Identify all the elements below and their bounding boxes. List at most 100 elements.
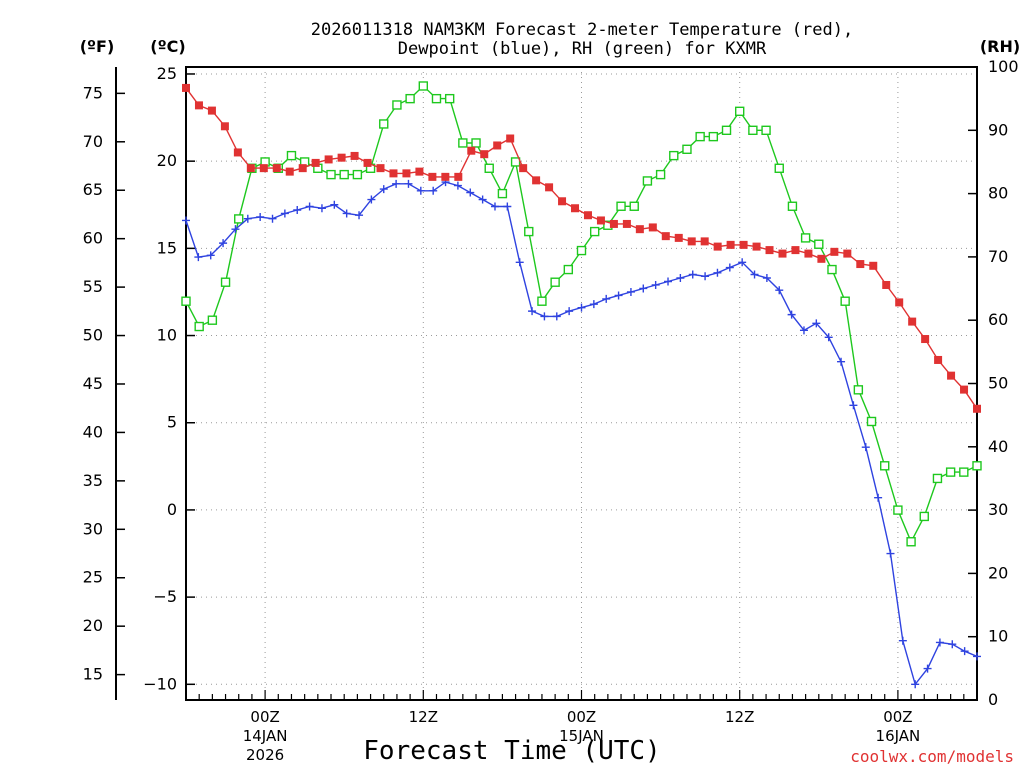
credit-link[interactable]: coolwx.com/models <box>850 747 1014 766</box>
dewpoint-point <box>182 216 190 225</box>
rh-point <box>787 201 798 211</box>
fahrenheit-tick-label: 55 <box>83 277 103 296</box>
celsius-tick-label: 10 <box>157 326 177 345</box>
temperature-point <box>869 261 878 270</box>
temperature-point <box>791 246 800 255</box>
x-axis-title: Forecast Time (UTC) <box>363 736 660 766</box>
rh-point <box>220 277 231 287</box>
x-tick-label: 00Z <box>567 708 596 726</box>
rh-axis-label: (RH) <box>980 37 1020 56</box>
rh-point <box>234 214 244 224</box>
temperature-point <box>648 223 657 232</box>
fahrenheit-tick-label: 45 <box>83 374 103 393</box>
dewpoint-point <box>713 268 722 277</box>
dewpoint-point <box>330 200 339 209</box>
dewpoint-point <box>688 270 697 279</box>
rh-point <box>761 125 771 136</box>
dewpoint-point <box>219 239 228 248</box>
fahrenheit-tick-label: 70 <box>83 132 103 151</box>
temperature-point <box>622 219 631 228</box>
rh-point <box>418 81 428 91</box>
dewpoint-point <box>392 179 401 188</box>
dewpoint-point <box>775 286 784 295</box>
x-tick-date: 14JAN <box>243 727 288 745</box>
x-tick-date: 16JAN <box>876 727 921 745</box>
celsius-tick-label: 15 <box>157 238 177 257</box>
temperature-point <box>233 148 242 157</box>
rh-tick-label: 20 <box>988 563 1008 582</box>
celsius-tick-label: −5 <box>153 587 177 606</box>
temperature-point <box>973 404 981 413</box>
rh-point <box>721 125 732 136</box>
temperature-point <box>921 335 930 344</box>
rh-point <box>932 473 943 484</box>
temperature-point <box>882 280 891 289</box>
rh-tick-label: 100 <box>988 57 1019 76</box>
temperature-point <box>402 169 411 178</box>
rh-point <box>655 169 666 180</box>
fahrenheit-tick-label: 35 <box>83 471 103 490</box>
temperature-point <box>778 249 787 258</box>
dewpoint-point <box>565 307 574 316</box>
fahrenheit-axis-label: (ºF) <box>80 37 115 56</box>
temperature-point <box>830 247 839 256</box>
rh-point <box>669 150 679 161</box>
dewpoint-point <box>886 549 895 558</box>
dewpoint-point <box>837 357 846 366</box>
rh-point <box>682 144 692 154</box>
rh-point <box>563 264 574 275</box>
rh-point <box>589 226 600 237</box>
dewpoint-point <box>515 258 524 267</box>
dewpoint-point <box>429 186 438 195</box>
dewpoint-point <box>849 401 858 410</box>
dewpoint-point <box>799 326 808 335</box>
rh-tick-label: 30 <box>988 500 1008 519</box>
rh-point <box>286 150 297 161</box>
rh-point <box>497 188 508 199</box>
temperature-point <box>765 246 774 255</box>
temperature-point <box>545 183 554 192</box>
rh-point <box>392 100 402 110</box>
rh-tick-label: 90 <box>988 120 1008 139</box>
rh-point <box>405 93 415 104</box>
dewpoint-point <box>651 280 660 289</box>
dewpoint-point <box>194 253 203 262</box>
dewpoint-point <box>466 188 475 197</box>
dewpoint-point <box>317 204 326 213</box>
rh-point <box>642 176 653 186</box>
x-tick-date: 15JAN <box>559 727 604 745</box>
temperature-point <box>285 167 294 176</box>
temperature-point <box>532 176 541 185</box>
dewpoint-point <box>824 333 833 342</box>
dewpoint-point <box>960 647 969 656</box>
dewpoint-point <box>738 258 747 267</box>
rh-point <box>510 157 521 167</box>
rh-point <box>576 245 587 256</box>
rh-point <box>748 125 758 136</box>
celsius-tick-label: 5 <box>167 413 177 432</box>
temperature-point <box>194 101 203 110</box>
temperature-point <box>687 237 696 246</box>
dewpoint-point <box>935 638 944 647</box>
dewpoint-point <box>664 277 673 286</box>
rh-tick-label: 70 <box>988 247 1008 266</box>
rh-point <box>840 296 850 306</box>
rh-tick-label: 0 <box>988 690 998 709</box>
dewpoint-point <box>379 185 388 194</box>
temperature-point <box>596 216 605 225</box>
temperature-point <box>739 240 748 249</box>
dewpoint-point <box>268 214 277 223</box>
temperature-point <box>895 298 904 307</box>
celsius-axis-label: (ºC) <box>150 37 185 56</box>
dewpoint-point <box>874 493 883 502</box>
temperature-point <box>259 164 268 173</box>
rh-point <box>972 461 982 471</box>
fahrenheit-tick-label: 15 <box>83 665 103 684</box>
temperature-point <box>804 249 813 258</box>
rh-point <box>352 169 363 180</box>
temperature-point <box>700 237 709 246</box>
temperature-point <box>428 172 437 181</box>
dewpoint-point <box>614 291 623 300</box>
data-series <box>181 81 982 689</box>
rh-point <box>444 93 455 104</box>
